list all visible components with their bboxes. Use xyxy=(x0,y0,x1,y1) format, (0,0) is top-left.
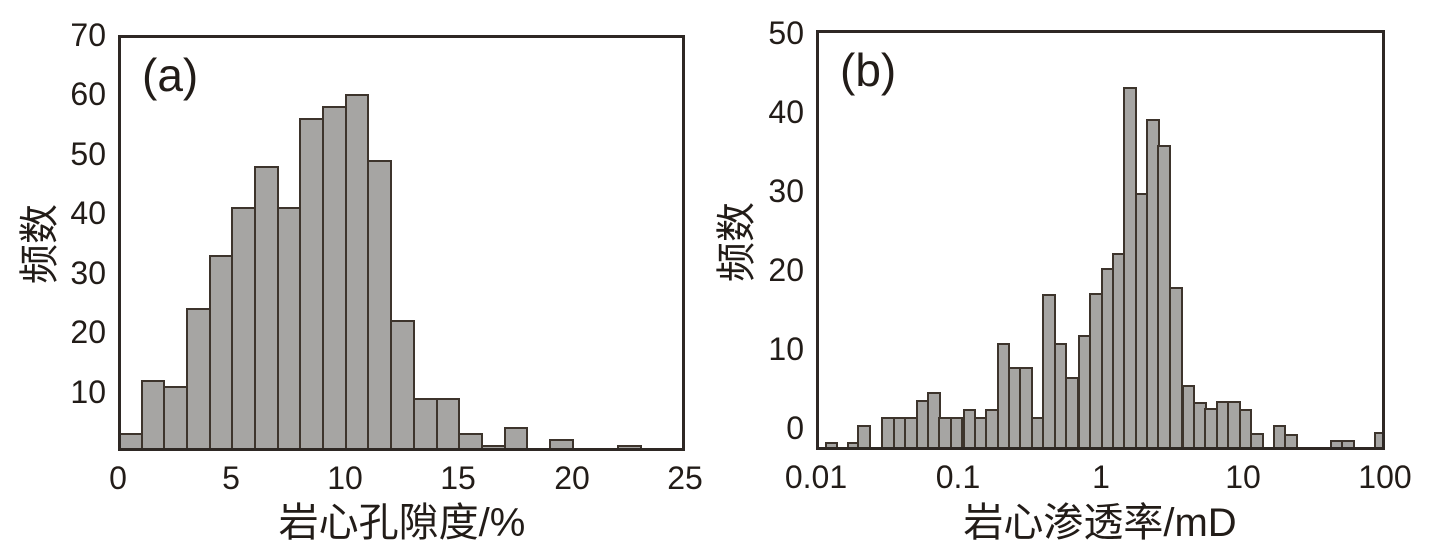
histogram-bar xyxy=(186,308,211,451)
x-tick-label-a: 10 xyxy=(327,460,363,496)
histogram-bar xyxy=(1373,431,1385,450)
histogram-bar xyxy=(140,379,166,451)
x-axis-title-a: 岩心孔隙度/% xyxy=(278,501,526,545)
x-axis-title-b: 岩心渗透率/mD xyxy=(963,501,1237,545)
histogram-bar xyxy=(458,433,483,451)
x-tick-label-a: 25 xyxy=(667,460,703,496)
histogram-bar xyxy=(435,397,461,451)
y-tick-label-b: 50 xyxy=(768,15,804,51)
x-tick-label-b: 10 xyxy=(1225,459,1261,495)
x-tick-label-a: 5 xyxy=(222,460,240,496)
y-tick-label-a: 60 xyxy=(70,76,106,112)
histogram-bar xyxy=(616,445,642,451)
histogram-bar xyxy=(412,397,438,451)
y-tick-label-a: 40 xyxy=(70,195,106,231)
y-tick-label-b: 30 xyxy=(768,173,804,209)
y-tick-label-b: 40 xyxy=(768,94,804,130)
x-tick-label-a: 15 xyxy=(440,460,476,496)
histogram-bar xyxy=(322,106,347,451)
histogram-bar xyxy=(344,94,370,451)
histogram-bar xyxy=(503,427,529,451)
panel-label-a: (a) xyxy=(142,49,199,101)
histogram-bar xyxy=(480,445,506,451)
histogram-bar xyxy=(857,424,872,450)
panel-label-b: (b) xyxy=(840,44,897,96)
histogram-bar xyxy=(1340,439,1355,450)
y-tick-label-a: 70 xyxy=(70,17,106,53)
histogram-bar xyxy=(367,159,393,451)
plot-area-b xyxy=(816,30,1385,450)
y-tick-label-b: 20 xyxy=(768,252,804,288)
histogram-bar xyxy=(163,385,189,451)
y-tick-label-b: 10 xyxy=(768,331,804,367)
y-tick-label-a: 30 xyxy=(70,255,106,291)
histogram-bar xyxy=(1284,434,1298,450)
histogram-bar xyxy=(1249,432,1264,450)
histogram-bar xyxy=(390,320,415,451)
histogram-bar xyxy=(276,207,302,451)
histogram-bar xyxy=(949,416,964,450)
histogram-bar xyxy=(299,118,325,451)
histogram-bar xyxy=(1168,286,1183,450)
histogram-bar xyxy=(254,165,279,451)
plot-area-a xyxy=(118,35,685,451)
histogram-bar xyxy=(1064,376,1079,450)
x-tick-label-b: 0.1 xyxy=(935,459,981,495)
histogram-bar xyxy=(824,442,839,450)
x-tick-label-a: 20 xyxy=(554,460,590,496)
y-tick-label-a: 20 xyxy=(70,314,106,350)
histogram-bar xyxy=(548,439,574,451)
y-tick-label-b: 0 xyxy=(786,410,804,446)
histogram-bar xyxy=(208,254,234,451)
x-tick-label-b: 1 xyxy=(1092,459,1110,495)
histogram-bar xyxy=(118,433,143,451)
x-tick-label-a: 0 xyxy=(109,460,127,496)
x-tick-label-b: 100 xyxy=(1358,459,1412,495)
histogram-bar xyxy=(231,207,257,451)
y-axis-title-b: 频数 xyxy=(715,202,759,282)
x-tick-label-b: 0.01 xyxy=(784,459,848,495)
y-tick-label-a: 10 xyxy=(70,374,106,410)
y-tick-label-a: 50 xyxy=(70,136,106,172)
